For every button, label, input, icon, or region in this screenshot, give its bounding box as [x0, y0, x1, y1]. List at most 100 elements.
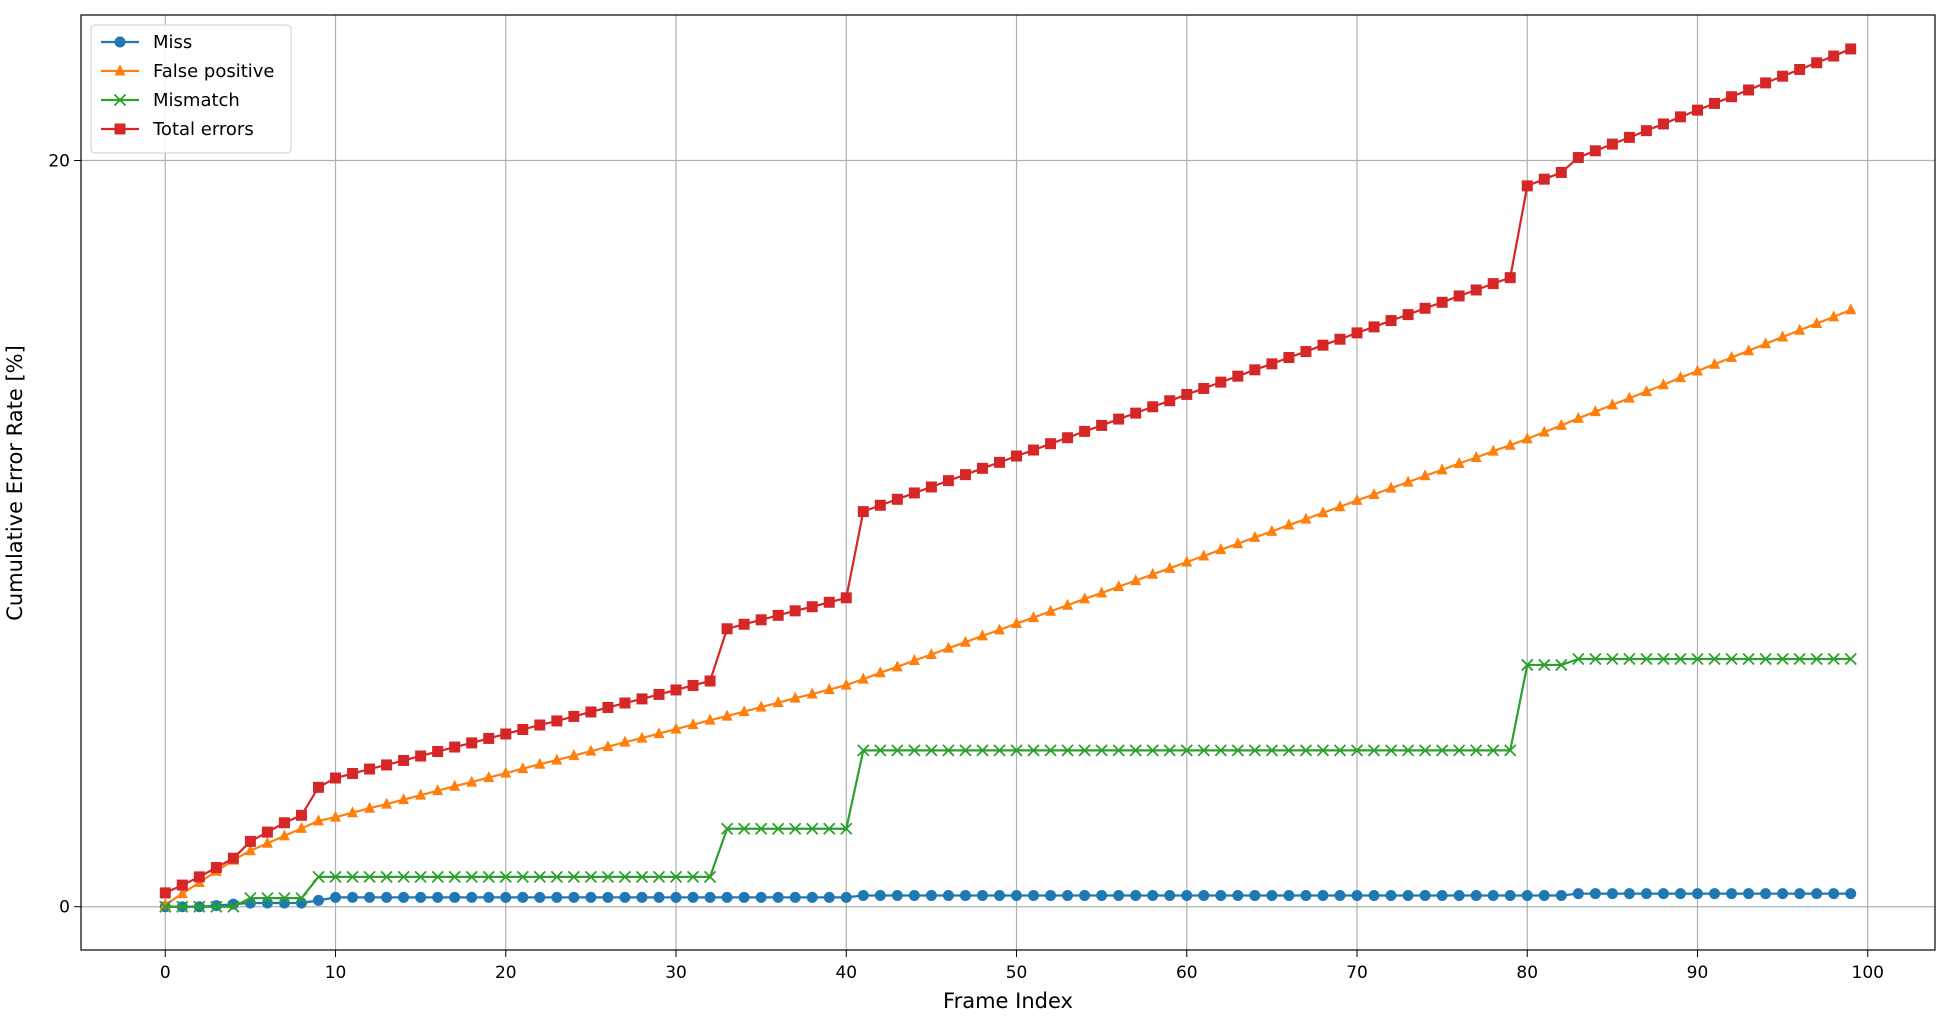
- data-point: [1112, 744, 1125, 757]
- data-point: [415, 788, 427, 800]
- data-point: [1828, 888, 1840, 900]
- data-point: [772, 822, 785, 835]
- data-point: [1708, 652, 1721, 666]
- data-point: [1062, 432, 1074, 444]
- data-point: [1811, 888, 1823, 900]
- data-point: [1827, 652, 1840, 666]
- series-line: [164, 308, 1852, 906]
- data-point: [1725, 652, 1738, 666]
- data-point: [1726, 91, 1738, 103]
- data-point: [738, 705, 750, 717]
- data-point: [993, 456, 1005, 468]
- data-point: [1351, 890, 1363, 902]
- data-point: [1845, 303, 1857, 315]
- data-point: [601, 870, 615, 884]
- data-point: [1334, 500, 1346, 512]
- data-point: [1249, 364, 1261, 376]
- data-point: [942, 475, 954, 487]
- data-point: [1334, 890, 1346, 902]
- data-point: [1504, 890, 1516, 902]
- data-point: [1453, 290, 1465, 302]
- data-point: [1794, 888, 1806, 900]
- data-point: [1640, 125, 1652, 137]
- data-point: [1453, 744, 1466, 757]
- data-point: [550, 870, 563, 884]
- data-point: [721, 891, 733, 903]
- data-point: [585, 891, 597, 903]
- data-point: [1470, 744, 1483, 757]
- data-point: [1743, 888, 1755, 900]
- data-point: [517, 723, 529, 735]
- data-point: [704, 891, 716, 903]
- data-point: [585, 706, 597, 718]
- data-point: [585, 744, 597, 756]
- data-point: [687, 718, 699, 730]
- data-point: [1232, 890, 1244, 902]
- data-point: [1504, 272, 1516, 284]
- data-point: [312, 814, 324, 826]
- data-point: [1163, 744, 1176, 757]
- data-point: [1198, 890, 1210, 902]
- data-point: [1811, 57, 1823, 69]
- data-point: [653, 891, 665, 903]
- data-point: [1538, 425, 1550, 437]
- data-point: [330, 810, 342, 822]
- data-point: [330, 772, 342, 784]
- data-point: [755, 614, 767, 626]
- data-point: [669, 870, 683, 884]
- data-point: [857, 890, 869, 902]
- data-point: [1334, 333, 1346, 345]
- data-point: [1300, 512, 1312, 524]
- data-point: [874, 744, 887, 757]
- data-point: [1147, 567, 1159, 579]
- data-point: [891, 890, 903, 902]
- data-point: [1657, 888, 1669, 900]
- data-point: [1079, 890, 1091, 902]
- data-point: [840, 592, 852, 604]
- data-point: [500, 891, 512, 903]
- data-point: [772, 609, 784, 621]
- data-point: [381, 759, 393, 771]
- data-point: [1164, 890, 1176, 902]
- data-point: [176, 887, 188, 899]
- data-point: [431, 870, 444, 884]
- data-point: [619, 735, 631, 747]
- data-point: [891, 493, 903, 505]
- data-point: [602, 740, 614, 752]
- data-point: [686, 870, 700, 884]
- data-point: [1776, 652, 1789, 666]
- data-point: [466, 891, 478, 903]
- data-point: [1828, 50, 1840, 62]
- data-point: [653, 727, 665, 739]
- data-point: [1640, 384, 1652, 396]
- data-point: [1266, 890, 1278, 902]
- data-point: [1521, 432, 1533, 444]
- data-point: [567, 870, 581, 884]
- data-point: [1657, 118, 1669, 130]
- data-point: [840, 822, 853, 835]
- data-point: [499, 870, 512, 884]
- data-point: [602, 701, 614, 713]
- data-point: [1402, 475, 1414, 487]
- data-point: [1759, 652, 1772, 666]
- data-point: [1215, 543, 1227, 555]
- data-point: [1606, 652, 1619, 666]
- data-point: [1419, 302, 1431, 314]
- data-point: [1113, 413, 1125, 425]
- data-point: [1692, 888, 1704, 900]
- data-point: [1095, 744, 1108, 757]
- data-point: [261, 826, 273, 838]
- data-point: [227, 852, 239, 864]
- data-point: [1079, 592, 1091, 604]
- data-point: [1181, 388, 1193, 400]
- data-point: [857, 672, 869, 684]
- data-point: [500, 766, 512, 778]
- data-point: [449, 891, 461, 903]
- data-point: [1300, 890, 1312, 902]
- data-point: [823, 822, 836, 835]
- data-point: [1282, 744, 1296, 757]
- data-point: [1011, 890, 1023, 902]
- data-point: [670, 722, 682, 734]
- data-point: [789, 891, 801, 903]
- data-point: [874, 890, 886, 902]
